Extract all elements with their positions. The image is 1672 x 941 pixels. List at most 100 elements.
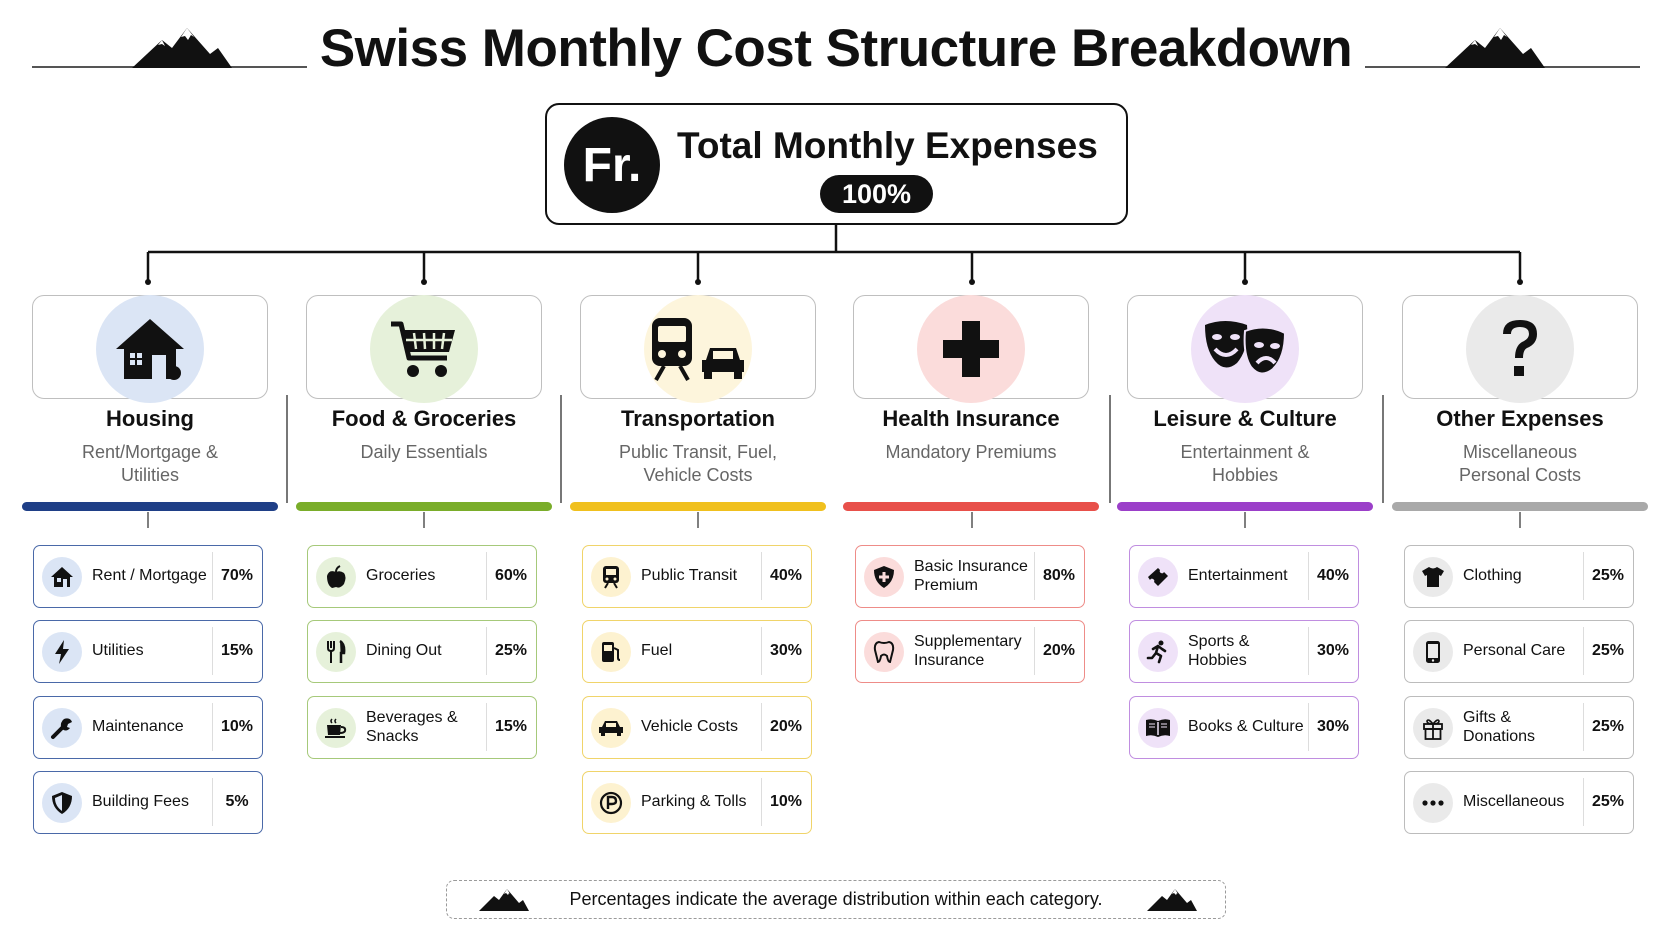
category-subtitle: Rent/Mortgage & Utilities [81,442,219,485]
divider [212,778,213,826]
list-item-supplementary-insurance: Supplementary Insurance 20% [855,620,1085,683]
shield-plus-icon [874,566,894,588]
lightning-icon [55,640,69,664]
list-item-rent-mortgage: Rent / Mortgage 70% [33,545,263,608]
item-percent: 40% [769,566,803,584]
divider [286,395,288,503]
list-item-utilities: Utilities 15% [33,620,263,683]
list-item-clothing: Clothing 25% [1404,545,1634,608]
car-icon [599,721,623,736]
apple-icon [327,565,346,588]
divider [761,552,762,600]
dots-icon [1422,800,1444,806]
item-percent: 25% [1591,717,1625,735]
book-icon [1146,719,1170,737]
footer-note: Percentages indicate the average distrib… [446,880,1226,919]
item-label: Beverages & Snacks [366,708,458,745]
list-item-gifts-donations: Gifts & Donations 25% [1404,696,1634,759]
item-label: Groceries [366,567,436,584]
item-percent: 25% [494,641,528,659]
item-percent: 40% [1316,566,1350,584]
divider [761,703,762,751]
mountain-icon [479,889,529,911]
item-percent: 15% [220,641,254,659]
category-icon-circle [917,295,1025,403]
item-label: Miscellaneous [1463,793,1565,810]
item-percent: 10% [769,792,803,810]
house-icon [116,319,184,380]
page-title: Swiss Monthly Cost Structure Breakdown [319,19,1353,78]
divider [1583,627,1584,675]
divider [486,703,487,751]
parking-icon [599,791,623,815]
question-icon [1503,320,1537,376]
item-percent: 5% [225,792,249,810]
item-label: Entertainment [1188,567,1288,584]
total-expenses-card: Fr. Total Monthly Expenses 100% [545,103,1128,225]
total-percent-badge: 100% [820,175,933,213]
category-accent-bar [843,502,1099,511]
category-name: Leisure & Culture [1153,406,1337,431]
divider [560,395,562,503]
train-icon [603,566,619,589]
train-car-icon [652,318,744,381]
divider [1583,778,1584,826]
fuel-icon [602,642,621,662]
item-percent: 15% [494,717,528,735]
category-name: Other Expenses [1436,406,1604,431]
category-subtitle: Daily Essentials [360,442,488,462]
item-percent: 20% [769,717,803,735]
category-accent-bar [22,502,278,511]
tooth-icon [873,640,895,664]
item-label: Sports & Hobbies [1188,632,1250,669]
item-label: Supplementary Insurance [914,632,1022,669]
divider [486,552,487,600]
item-percent: 70% [220,566,254,584]
list-item-beverages-snacks: Beverages & Snacks 15% [307,696,537,759]
item-percent: 30% [1316,717,1350,735]
list-item-maintenance: Maintenance 10% [33,696,263,759]
ticket-icon [1148,568,1168,586]
category-icon-circle [644,295,752,403]
item-percent: 10% [220,717,254,735]
list-item-building-fees: Building Fees 5% [33,771,263,834]
category-accent-bar [1392,502,1648,511]
item-label: Rent / Mortgage [92,567,207,584]
cart-icon [391,321,455,377]
category-icon-circle [1191,295,1299,403]
category-icon-circle [370,295,478,403]
title-row: Swiss Monthly Cost Structure Breakdown [0,10,1672,85]
item-label: Maintenance [92,718,184,735]
item-label: Basic Insurance Premium [914,557,1028,594]
item-label: Gifts & Donations [1463,708,1536,745]
category-subtitle: Mandatory Premiums [885,442,1057,462]
item-label: Building Fees [92,793,189,810]
category-accent-bar [1117,502,1373,511]
divider [486,627,487,675]
item-label: Parking & Tolls [641,793,747,810]
list-item-public-transit: Public Transit 40% [582,545,812,608]
list-item-parking-tolls: Parking & Tolls 10% [582,771,812,834]
mountain-icon [1445,28,1545,68]
list-item-personal-care: Personal Care 25% [1404,620,1634,683]
divider [1308,552,1309,600]
cross-icon [943,321,999,377]
shirt-icon [1422,567,1444,587]
theater-masks-icon [1205,321,1287,375]
category-icon-circle [1466,295,1574,403]
item-label: Public Transit [641,567,738,584]
divider [1382,395,1384,503]
phone-icon [1426,641,1440,663]
divider [761,627,762,675]
fork-knife-icon [327,640,346,663]
divider [212,552,213,600]
divider [761,778,762,826]
shield-icon [52,792,72,814]
item-label: Utilities [92,642,144,659]
divider [1308,627,1309,675]
category-subtitle: Public Transit, Fuel, Vehicle Costs [618,442,778,485]
list-item-basic-insurance-premium: Basic Insurance Premium 80% [855,545,1085,608]
item-percent: 25% [1591,641,1625,659]
house-icon [51,567,73,587]
item-label: Books & Culture [1188,718,1304,735]
